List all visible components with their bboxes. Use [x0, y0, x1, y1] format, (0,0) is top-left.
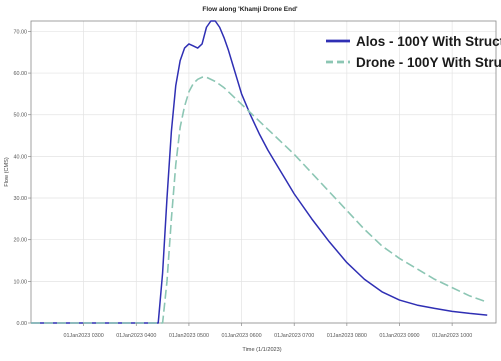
y-tick-label: 0.00 — [17, 321, 28, 327]
x-tick-label: 01Jan2023 0400 — [116, 333, 156, 339]
x-tick-label: 01Jan2023 0900 — [379, 333, 419, 339]
series-layer — [31, 20, 488, 324]
y-tick-label: 60.00 — [14, 71, 28, 77]
x-tick-label: 01Jan2023 0700 — [274, 333, 314, 339]
y-tick-label: 20.00 — [14, 238, 28, 244]
y-tick-label: 40.00 — [14, 154, 28, 160]
series-line-2 — [31, 76, 488, 324]
legend-label-1: Alos - 100Y With Structure — [356, 34, 501, 49]
x-tick-label: 01Jan2023 0600 — [221, 333, 261, 339]
legend: Alos - 100Y With Structure Drone - 100Y W… — [326, 34, 501, 70]
y-tick-label: 50.00 — [14, 113, 28, 119]
y-axis-label: Flow (CMS) — [4, 157, 10, 187]
x-tick-label: 01Jan2023 0300 — [64, 333, 104, 339]
legend-label-2: Drone - 100Y With Structure — [356, 55, 501, 70]
y-tick-label: 70.00 — [14, 29, 28, 35]
x-axis-label: Time (1/1/2023) — [242, 347, 281, 353]
series-line-1 — [31, 20, 488, 324]
y-tick-label: 10.00 — [14, 279, 28, 285]
plot-frame — [30, 20, 497, 324]
x-tick-label: 01Jan2023 1000 — [432, 333, 472, 339]
chart-title: Flow along 'Khamji Drone End' — [202, 6, 298, 13]
tick-layer: 0.00 10.00 20.00 30.00 40.00 50.00 60.00 70.00 0… — [14, 29, 473, 339]
y-tick-label: 30.00 — [14, 196, 28, 202]
grid-layer — [31, 21, 496, 324]
x-tick-label: 01Jan2023 0500 — [169, 333, 209, 339]
x-tick-label: 01Jan2023 0800 — [327, 333, 367, 339]
